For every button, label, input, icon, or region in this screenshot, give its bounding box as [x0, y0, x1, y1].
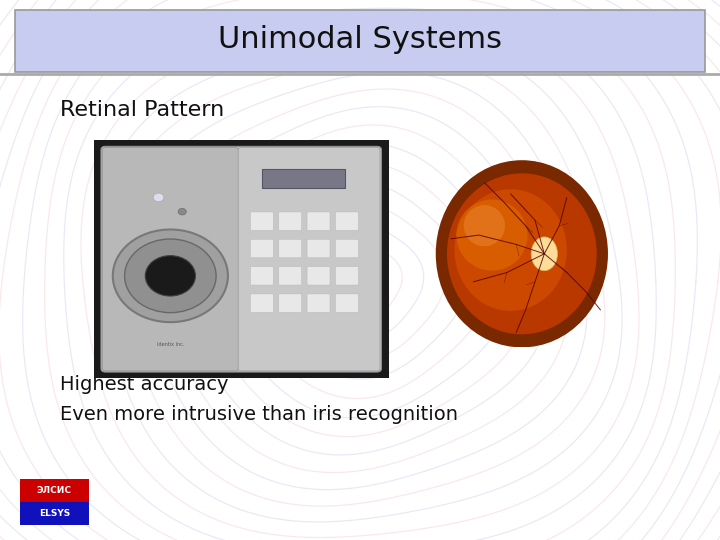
FancyBboxPatch shape — [307, 212, 330, 231]
Bar — [15, 10, 705, 72]
FancyBboxPatch shape — [336, 267, 359, 285]
Text: ELSYS: ELSYS — [39, 509, 70, 518]
FancyBboxPatch shape — [336, 212, 359, 231]
Text: ЭЛСИС: ЭЛСИС — [37, 486, 72, 495]
Circle shape — [113, 230, 228, 322]
Text: Unimodal Systems: Unimodal Systems — [218, 25, 502, 55]
FancyBboxPatch shape — [251, 267, 274, 285]
Text: Highest accuracy: Highest accuracy — [60, 375, 228, 395]
Ellipse shape — [531, 237, 557, 271]
Ellipse shape — [456, 199, 528, 271]
FancyBboxPatch shape — [279, 294, 302, 313]
Bar — [20, 479, 89, 502]
FancyBboxPatch shape — [101, 146, 382, 372]
FancyBboxPatch shape — [307, 239, 330, 258]
Circle shape — [153, 193, 164, 202]
Ellipse shape — [454, 189, 567, 311]
FancyBboxPatch shape — [102, 147, 238, 371]
Bar — [20, 502, 89, 525]
Circle shape — [178, 208, 186, 215]
FancyBboxPatch shape — [238, 147, 380, 371]
FancyBboxPatch shape — [279, 212, 302, 231]
Text: Identix Inc.: Identix Inc. — [157, 342, 184, 347]
FancyBboxPatch shape — [279, 239, 302, 258]
FancyBboxPatch shape — [336, 294, 359, 313]
Ellipse shape — [464, 205, 505, 246]
FancyBboxPatch shape — [307, 294, 330, 313]
FancyBboxPatch shape — [279, 267, 302, 285]
FancyBboxPatch shape — [336, 239, 359, 258]
Ellipse shape — [436, 160, 608, 347]
Ellipse shape — [447, 173, 597, 334]
FancyBboxPatch shape — [251, 294, 274, 313]
Circle shape — [125, 239, 216, 313]
Circle shape — [145, 255, 195, 296]
Text: Even more intrusive than iris recognition: Even more intrusive than iris recognitio… — [60, 406, 458, 424]
Text: Retinal Pattern: Retinal Pattern — [60, 100, 224, 120]
Bar — [262, 169, 344, 188]
FancyBboxPatch shape — [251, 239, 274, 258]
FancyBboxPatch shape — [307, 267, 330, 285]
FancyBboxPatch shape — [251, 212, 274, 231]
